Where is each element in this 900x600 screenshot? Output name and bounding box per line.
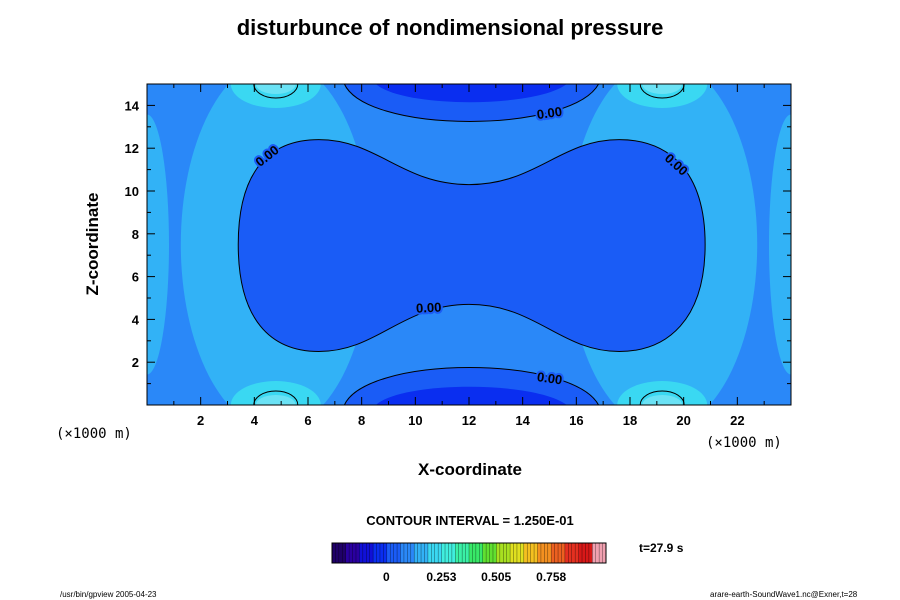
field-core-top-right xyxy=(642,84,683,94)
colorbar-swatch xyxy=(345,543,360,563)
y-tick-label: 2 xyxy=(132,355,139,370)
x-tick-label: 8 xyxy=(358,413,365,428)
x-tick-label: 20 xyxy=(676,413,690,428)
x-tick-label: 6 xyxy=(304,413,311,428)
field-edge-right xyxy=(769,114,791,375)
x-axis: 2 4 6 8 10 12 14 16 18 20 22 xyxy=(173,84,765,428)
colorbar-swatch xyxy=(482,543,497,563)
x-tick-label: 22 xyxy=(730,413,744,428)
field-peak-top-right xyxy=(617,84,708,108)
contour-zero-central xyxy=(237,139,706,353)
y-tick-label: 4 xyxy=(132,312,140,327)
y-tick-label: 12 xyxy=(125,141,139,156)
y-axis-unit: (×1000 m) xyxy=(56,426,132,442)
contour-zero-bottom xyxy=(344,367,599,405)
contour-lines xyxy=(237,84,706,405)
contour-peak-0 xyxy=(253,84,299,99)
y-tick-label: 8 xyxy=(132,227,139,242)
colorbar-tick-label: 0.253 xyxy=(426,570,456,584)
colorbar: 0 0.253 0.505 0.758 xyxy=(331,542,607,584)
y-axis: 2 4 6 8 10 12 14 xyxy=(125,98,791,385)
y-tick-label: 14 xyxy=(125,98,140,113)
field-edge-left xyxy=(147,114,169,375)
chart-title: disturbunce of nondimensional pressure xyxy=(236,15,664,40)
x-tick-label: 4 xyxy=(251,413,259,428)
colorbar-swatch xyxy=(551,543,566,563)
x-tick-label: 12 xyxy=(462,413,476,428)
colorbar-swatch xyxy=(414,543,429,563)
x-tick-label: 2 xyxy=(197,413,204,428)
field-peak-top-left xyxy=(230,84,321,108)
field-core-bottom xyxy=(376,386,567,405)
x-tick-label: 10 xyxy=(408,413,422,428)
x-tick-label: 16 xyxy=(569,413,583,428)
contour-peak-2 xyxy=(253,390,299,405)
field-region-central xyxy=(238,139,706,352)
y-tick-label: 10 xyxy=(125,184,139,199)
field-peak-bottom-left xyxy=(230,381,321,405)
y-tick-label: 6 xyxy=(132,270,139,285)
field-core-top-left xyxy=(255,84,296,94)
colorbar-frame xyxy=(331,542,607,564)
contour-peak-3 xyxy=(639,390,685,405)
contour-peak-1 xyxy=(639,84,685,99)
colorbar-tick-label: 0.758 xyxy=(536,570,566,584)
y-axis-label: Z-coordinate xyxy=(83,192,102,296)
contour-label: 0.00 xyxy=(536,104,563,122)
x-axis-unit: (×1000 m) xyxy=(706,435,782,451)
field-core-bottom-right xyxy=(642,395,683,405)
field-core-top xyxy=(376,84,567,103)
contour-interval-label: CONTOUR INTERVAL = 1.250E-01 xyxy=(366,513,574,528)
x-tick-label: 18 xyxy=(623,413,637,428)
field-peak-bottom-right xyxy=(617,381,708,405)
footer-command: /usr/bin/gpview 2005-04-23 xyxy=(60,590,157,599)
contour-label: 0.00 xyxy=(536,369,563,387)
colorbar-tick-label: 0.505 xyxy=(481,570,511,584)
footer-source: arare-earth-SoundWave1.nc@Exner,t=28 xyxy=(710,590,858,599)
x-axis-label: X-coordinate xyxy=(418,460,522,479)
time-label: t=27.9 s xyxy=(639,541,684,555)
contour-zero-top xyxy=(344,84,599,122)
plot-area xyxy=(147,84,791,405)
contour-label: 0.00 xyxy=(416,299,442,315)
x-tick-label: 14 xyxy=(515,413,530,428)
colorbar-tick-label: 0 xyxy=(383,570,390,584)
field-core-bottom-left xyxy=(255,395,296,405)
